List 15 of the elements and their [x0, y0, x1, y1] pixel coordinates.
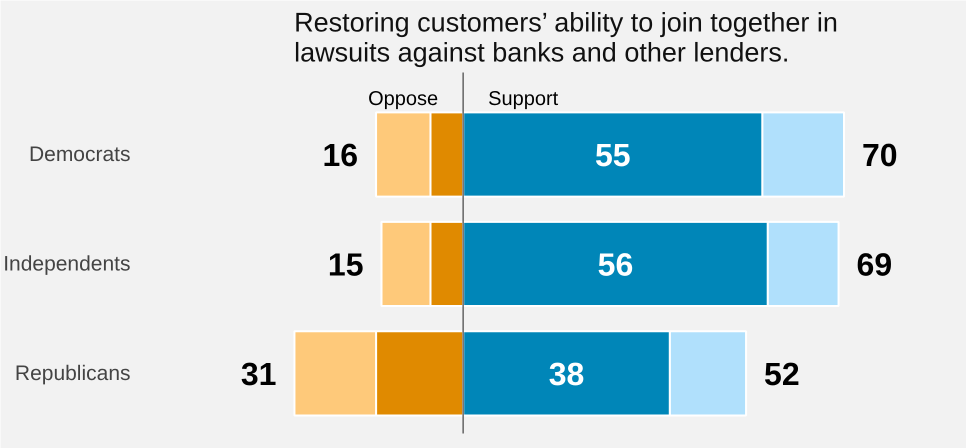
annotation: Support: [488, 88, 559, 110]
annotation: 69: [856, 246, 892, 282]
chart-title: Restoring customers’ ability to join together in lawsuits against banks and other lenders.: [294, 8, 838, 68]
data-label: 56: [598, 246, 634, 282]
annotation: Oppose: [368, 88, 438, 110]
annotation: 31: [240, 356, 276, 392]
y-tick-label: Democrats: [28, 143, 131, 166]
annotation: 15: [328, 246, 364, 282]
annotation: 52: [764, 356, 800, 392]
data-label: 38: [548, 356, 584, 392]
annotation: 70: [862, 137, 898, 174]
y-tick-label: Independents: [3, 252, 131, 276]
annotation: 16: [322, 137, 358, 174]
y-tick-label: Republicans: [14, 362, 131, 385]
data-label: 55: [594, 137, 631, 174]
